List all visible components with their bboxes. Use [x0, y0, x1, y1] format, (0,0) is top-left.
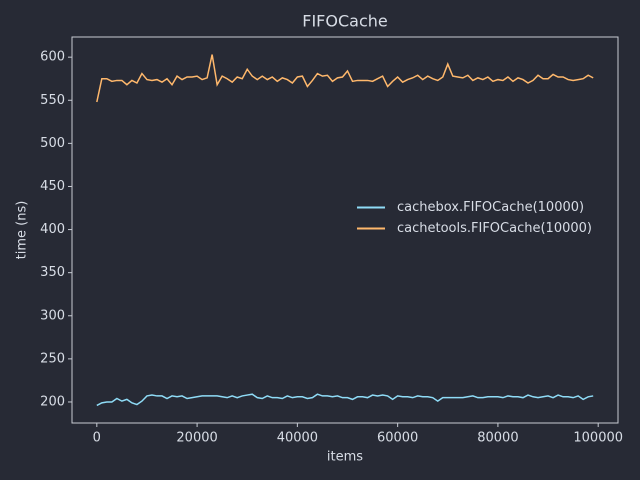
x-tick-label: 100000: [573, 431, 623, 446]
y-tick-label: 300: [40, 308, 65, 323]
x-axis-label: items: [327, 450, 363, 465]
y-tick-label: 550: [40, 93, 65, 108]
x-tick-label: 0: [93, 431, 101, 446]
y-tick-label: 250: [40, 351, 65, 366]
series-line: [96, 54, 594, 103]
y-axis-label: time (ns): [15, 201, 30, 260]
series-line: [96, 393, 594, 407]
chart-title: FIFOCache: [302, 12, 387, 31]
x-tick-label: 20000: [176, 431, 217, 446]
x-tick-label: 60000: [377, 431, 418, 446]
y-tick-label: 400: [40, 222, 65, 237]
y-tick-label: 500: [40, 136, 65, 151]
y-tick-label: 350: [40, 265, 65, 280]
legend-label: cachetools.FIFOCache(10000): [397, 221, 592, 236]
x-tick-label: 80000: [477, 431, 518, 446]
x-tick-label: 40000: [277, 431, 318, 446]
y-tick-label: 450: [40, 179, 65, 194]
y-tick-label: 600: [40, 50, 65, 65]
legend-label: cachebox.FIFOCache(10000): [397, 200, 584, 215]
y-tick-label: 200: [40, 394, 65, 409]
